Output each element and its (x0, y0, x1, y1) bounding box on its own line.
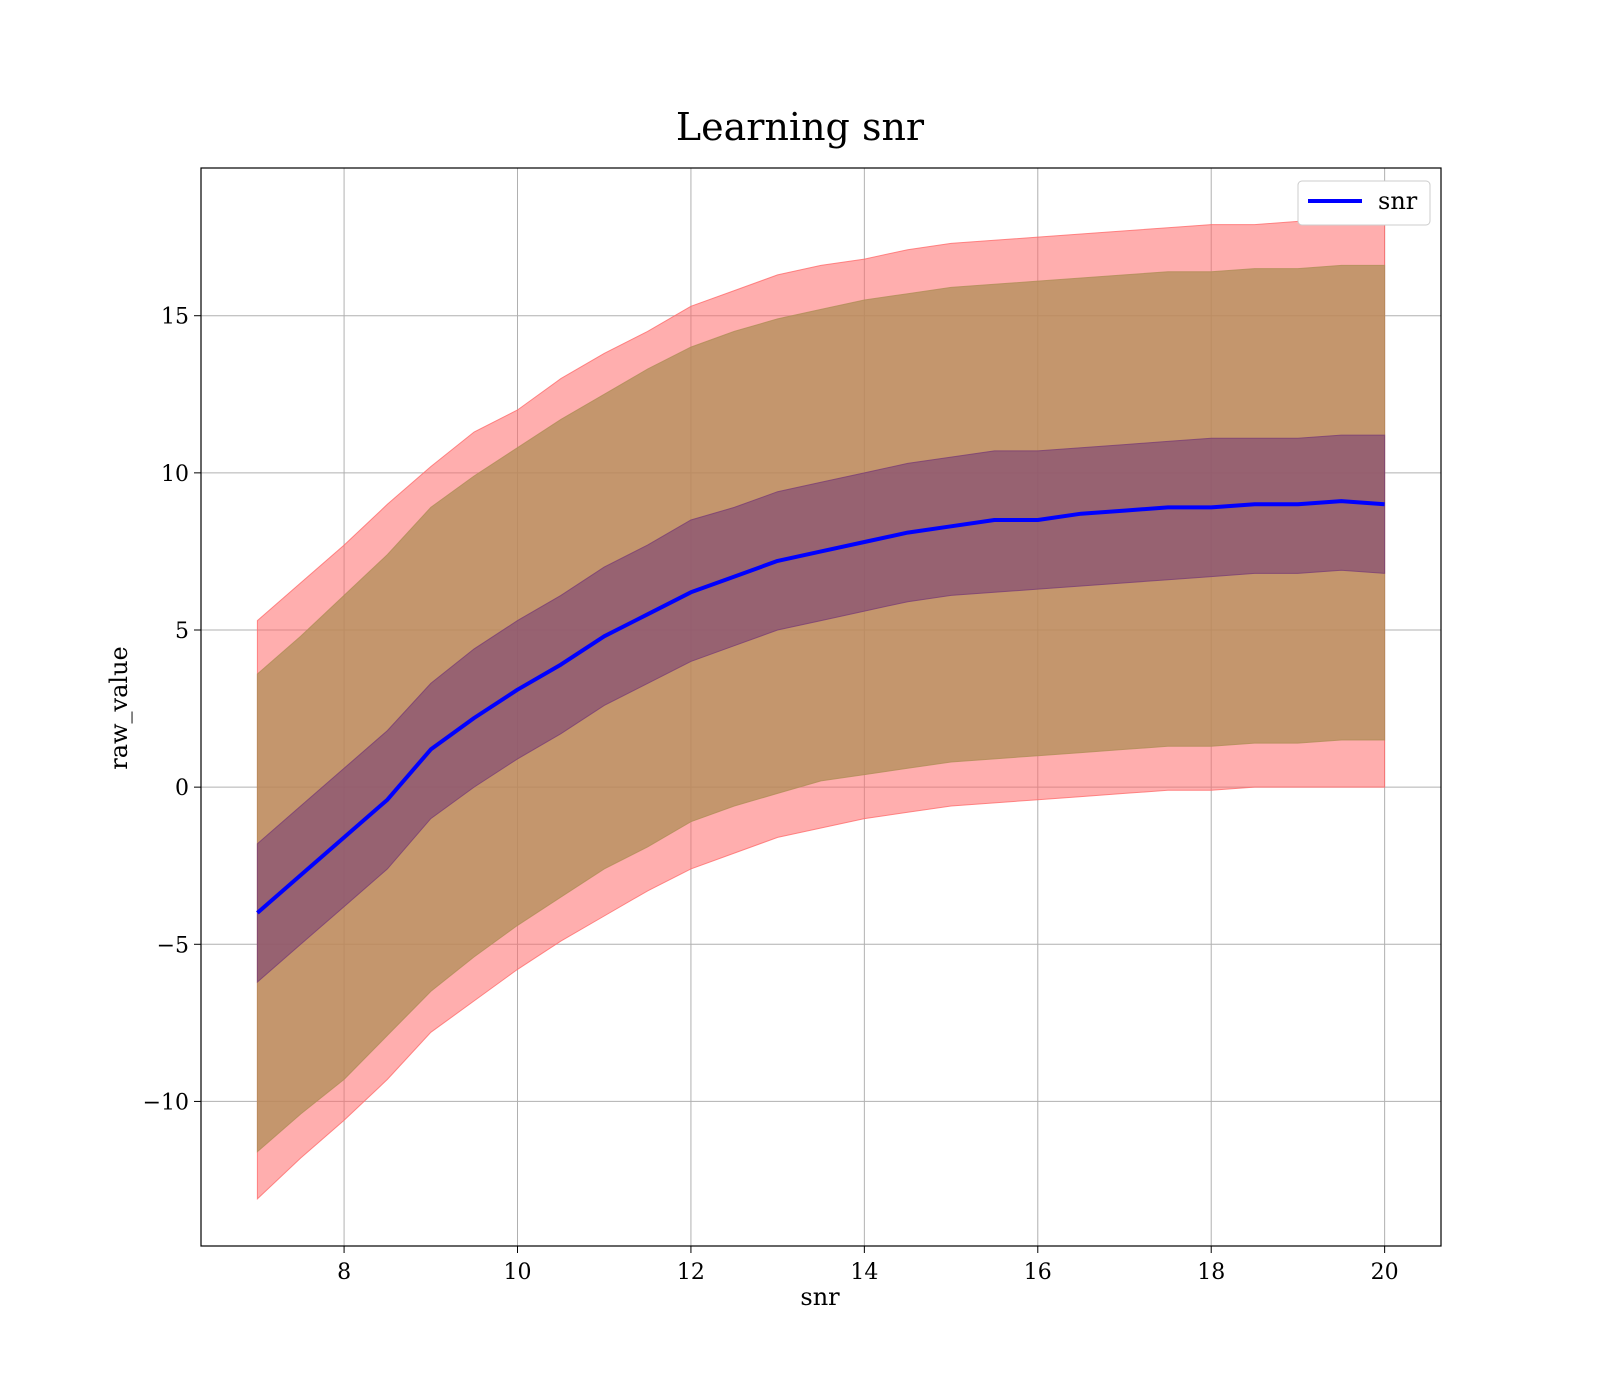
y-tick-label: 0 (175, 776, 189, 801)
y-axis-label: raw_value (105, 646, 133, 770)
series-lines (256, 499, 1385, 915)
legend: snr (1297, 180, 1431, 226)
x-axis-label: snr (800, 1283, 840, 1311)
x-tick-label: 18 (1197, 1260, 1225, 1285)
series-line-snr (256, 499, 1385, 915)
x-tick-label: 14 (850, 1260, 878, 1285)
y-tick-label: −10 (143, 1090, 189, 1115)
x-tick-label: 8 (337, 1260, 351, 1285)
x-axis-ticks: 8 10 12 14 16 18 20 (337, 1246, 1399, 1285)
y-tick-label: −5 (157, 933, 189, 958)
plot-frame (200, 167, 1442, 1247)
inner-band (256, 434, 1386, 984)
x-tick-label: 10 (504, 1260, 532, 1285)
y-axis-ticks: −10 −5 0 5 10 15 (143, 305, 201, 1115)
x-tick-label: 20 (1371, 1260, 1399, 1285)
y-tick-label: 5 (175, 619, 189, 644)
legend-label-snr: snr (1378, 187, 1418, 215)
y-tick-label: 15 (161, 305, 189, 330)
x-tick-label: 12 (677, 1260, 705, 1285)
y-tick-label: 10 (161, 462, 189, 487)
x-tick-label: 16 (1024, 1260, 1052, 1285)
chart-title: Learning snr (676, 105, 925, 149)
confidence-bands (256, 220, 1386, 1201)
legend-box (1297, 180, 1431, 226)
